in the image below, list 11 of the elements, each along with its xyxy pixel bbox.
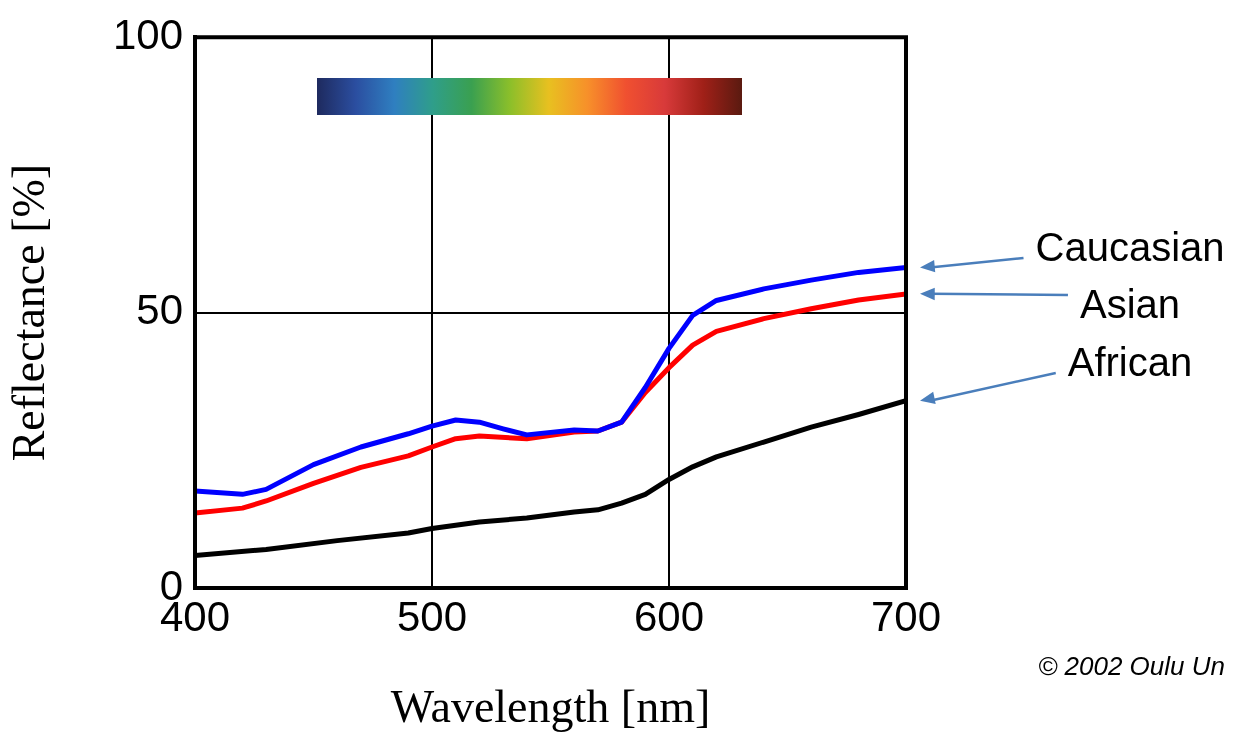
text: Caucasian (1035, 225, 1225, 270)
x-axis-title: Wavelength [nm] (390, 681, 711, 733)
text: African (1067, 340, 1193, 385)
x-tick-label: 600 (633, 592, 705, 640)
text: Asian (1079, 282, 1181, 327)
y-tick-label: 100 (112, 10, 183, 58)
y-tick-label: 50 (136, 286, 183, 334)
x-tick-label: 700 (870, 592, 942, 640)
y-axis-title: Reflectance [%] (2, 163, 54, 462)
x-tick-label: 500 (396, 592, 468, 640)
text: © 2002 Oulu Un (1038, 651, 1225, 682)
